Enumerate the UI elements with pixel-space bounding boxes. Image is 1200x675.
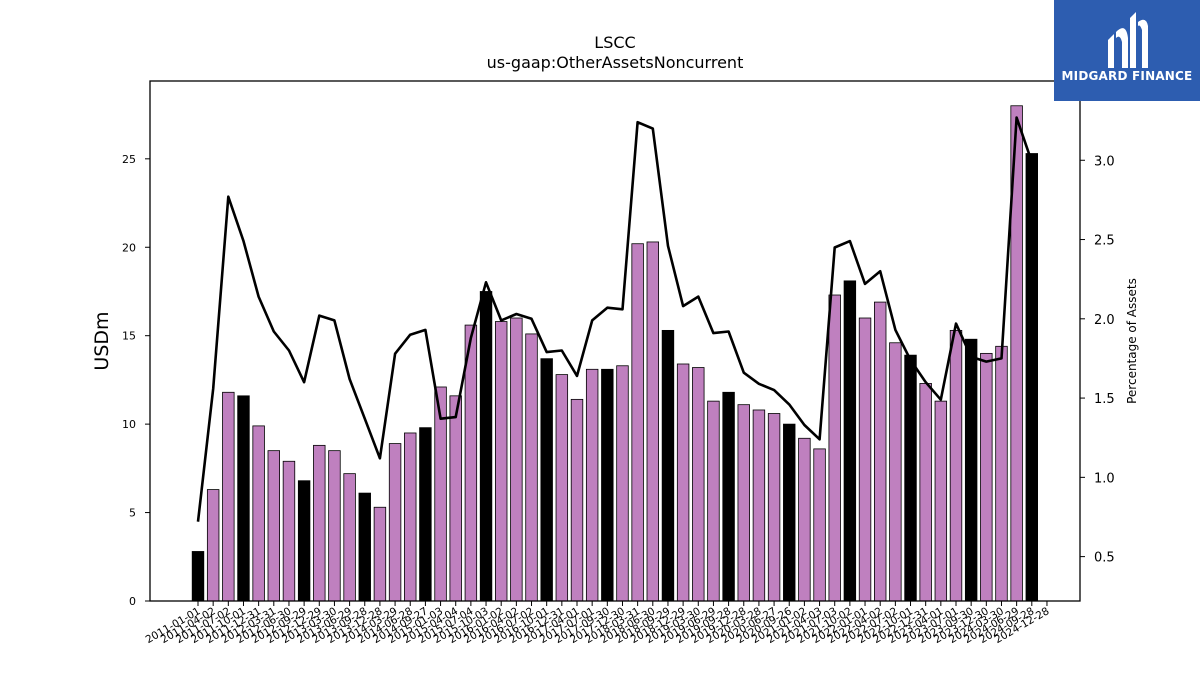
bar-2021-07-03	[828, 294, 841, 602]
bar-2018-09-29	[661, 329, 675, 602]
y-axis-ticks: 0 5 10 15 20 25	[122, 153, 150, 608]
bar-2019-12-28	[737, 404, 750, 602]
bar-2013-09-28	[358, 492, 371, 602]
bar-2016-04-02	[510, 317, 523, 602]
bar-2023-09-30	[964, 338, 978, 602]
bar-2020-09-26	[783, 423, 796, 602]
bar-2012-06-30	[282, 460, 296, 602]
bar-2022-12-31	[919, 383, 932, 602]
y-tick-label: 20	[122, 241, 136, 254]
bar-2011-07-02	[222, 391, 235, 602]
bar-2012-09-29	[297, 480, 311, 602]
y2-tick-label: 1.5	[1094, 392, 1115, 407]
bar-2014-09-27	[419, 427, 432, 602]
bar-2017-04-01	[570, 398, 584, 602]
bar-2014-03-29	[388, 443, 402, 602]
bar-2017-07-01	[585, 368, 599, 602]
bar-2016-07-02	[525, 333, 538, 602]
y-tick-label: 5	[129, 507, 136, 520]
y-axis-label: USDm	[91, 311, 113, 370]
bar-2013-12-28	[373, 506, 387, 602]
y2-tick-label: 2.0	[1094, 313, 1115, 328]
bar-2016-12-31	[555, 374, 569, 602]
bar-2022-01-01	[858, 317, 872, 602]
bar-2023-04-01	[934, 400, 948, 602]
y-tick-label: 15	[122, 330, 136, 343]
bar-2024-09-28	[1025, 153, 1039, 602]
bar-2022-04-02	[874, 301, 887, 602]
bar-2020-06-27	[767, 413, 781, 602]
bar-2015-10-03	[479, 291, 493, 602]
y2-tick-label: 0.5	[1094, 551, 1115, 566]
y-tick-label: 10	[122, 418, 136, 431]
bar-2016-01-02	[494, 321, 508, 602]
bar-2014-06-28	[404, 432, 417, 602]
bar-2021-01-02	[798, 437, 811, 602]
brand-logo: MIDGARD FINANCE	[1054, 0, 1200, 101]
bar-2022-10-01	[904, 354, 917, 602]
y-tick-label: 25	[122, 153, 136, 166]
bar-2015-07-04	[464, 324, 478, 602]
bar-2012-12-29	[313, 444, 326, 602]
plot-frame	[149, 80, 1081, 602]
bar-2024-03-30	[995, 345, 1008, 602]
chart-title: LSCC	[594, 33, 635, 52]
bar-2021-10-02	[843, 280, 857, 602]
bar-2023-07-01	[949, 329, 963, 602]
bar-2016-10-01	[540, 358, 553, 602]
y2-tick-label: 2.5	[1094, 234, 1115, 249]
midgard-logo-icon	[1108, 12, 1148, 68]
bar-2011-01-01	[191, 551, 205, 602]
bar-2018-06-30	[646, 241, 660, 602]
bar-2023-12-30	[980, 352, 993, 602]
y-tick-label: 0	[129, 595, 136, 608]
bar-2012-03-31	[267, 450, 281, 602]
bar-2022-07-02	[889, 342, 902, 602]
y2-tick-label: 3.0	[1094, 154, 1115, 169]
bar-2017-09-30	[601, 368, 614, 602]
bar-2018-12-29	[676, 363, 690, 602]
bar-2015-04-04	[449, 395, 462, 602]
bar-2011-10-01	[237, 395, 250, 602]
y2-tick-label: 1.0	[1094, 471, 1115, 486]
line-layer	[196, 116, 1034, 522]
bar-2013-03-30	[328, 450, 341, 602]
bar-2017-12-30	[616, 365, 629, 602]
y2-axis-ticks: 0.5 1.0 1.5 2.0 2.5 3.0	[1080, 154, 1115, 566]
bar-2020-03-28	[752, 409, 766, 602]
chart-subtitle: us-gaap:OtherAssetsNoncurrent	[487, 53, 744, 72]
bar-2013-06-29	[343, 473, 356, 602]
brand-name: MIDGARD FINANCE	[1061, 69, 1193, 83]
y2-axis-label: Percentage of Assets	[1125, 278, 1139, 404]
bar-2019-06-29	[707, 400, 720, 602]
pct-of-assets-line	[196, 116, 1034, 522]
bars-layer	[191, 105, 1039, 602]
bar-2019-03-30	[692, 367, 705, 602]
bar-2021-04-03	[813, 448, 826, 602]
bar-2011-04-02	[206, 489, 220, 602]
bar-2011-12-31	[252, 425, 265, 602]
bar-2019-09-28	[722, 391, 735, 602]
x-axis-ticks: 2011-01-012011-04-022011-07-022011-10-01…	[144, 601, 1051, 646]
bar-2018-03-31	[631, 243, 644, 602]
